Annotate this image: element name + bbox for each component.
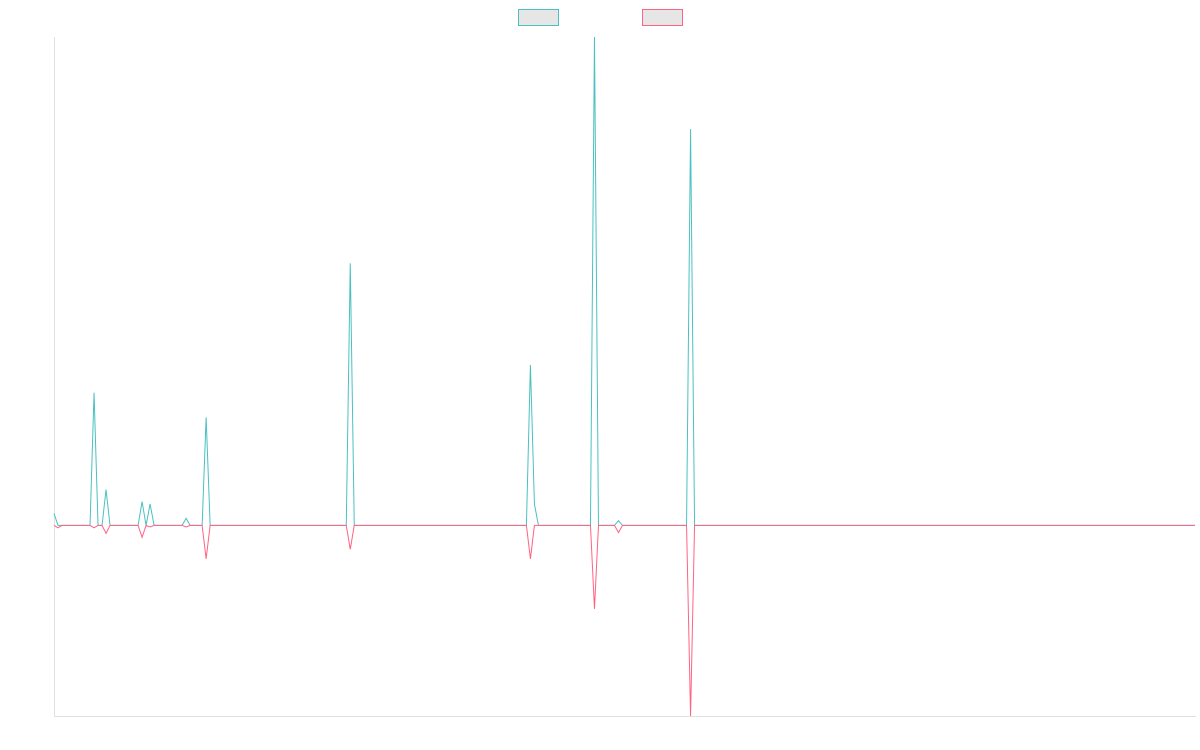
legend[interactable] xyxy=(518,9,683,26)
plot-area xyxy=(53,36,1195,717)
series-line-1 xyxy=(53,36,1195,526)
legend-swatch-1[interactable] xyxy=(518,9,559,26)
series-line-2 xyxy=(53,524,1195,717)
legend-swatch-2[interactable] xyxy=(642,9,683,26)
